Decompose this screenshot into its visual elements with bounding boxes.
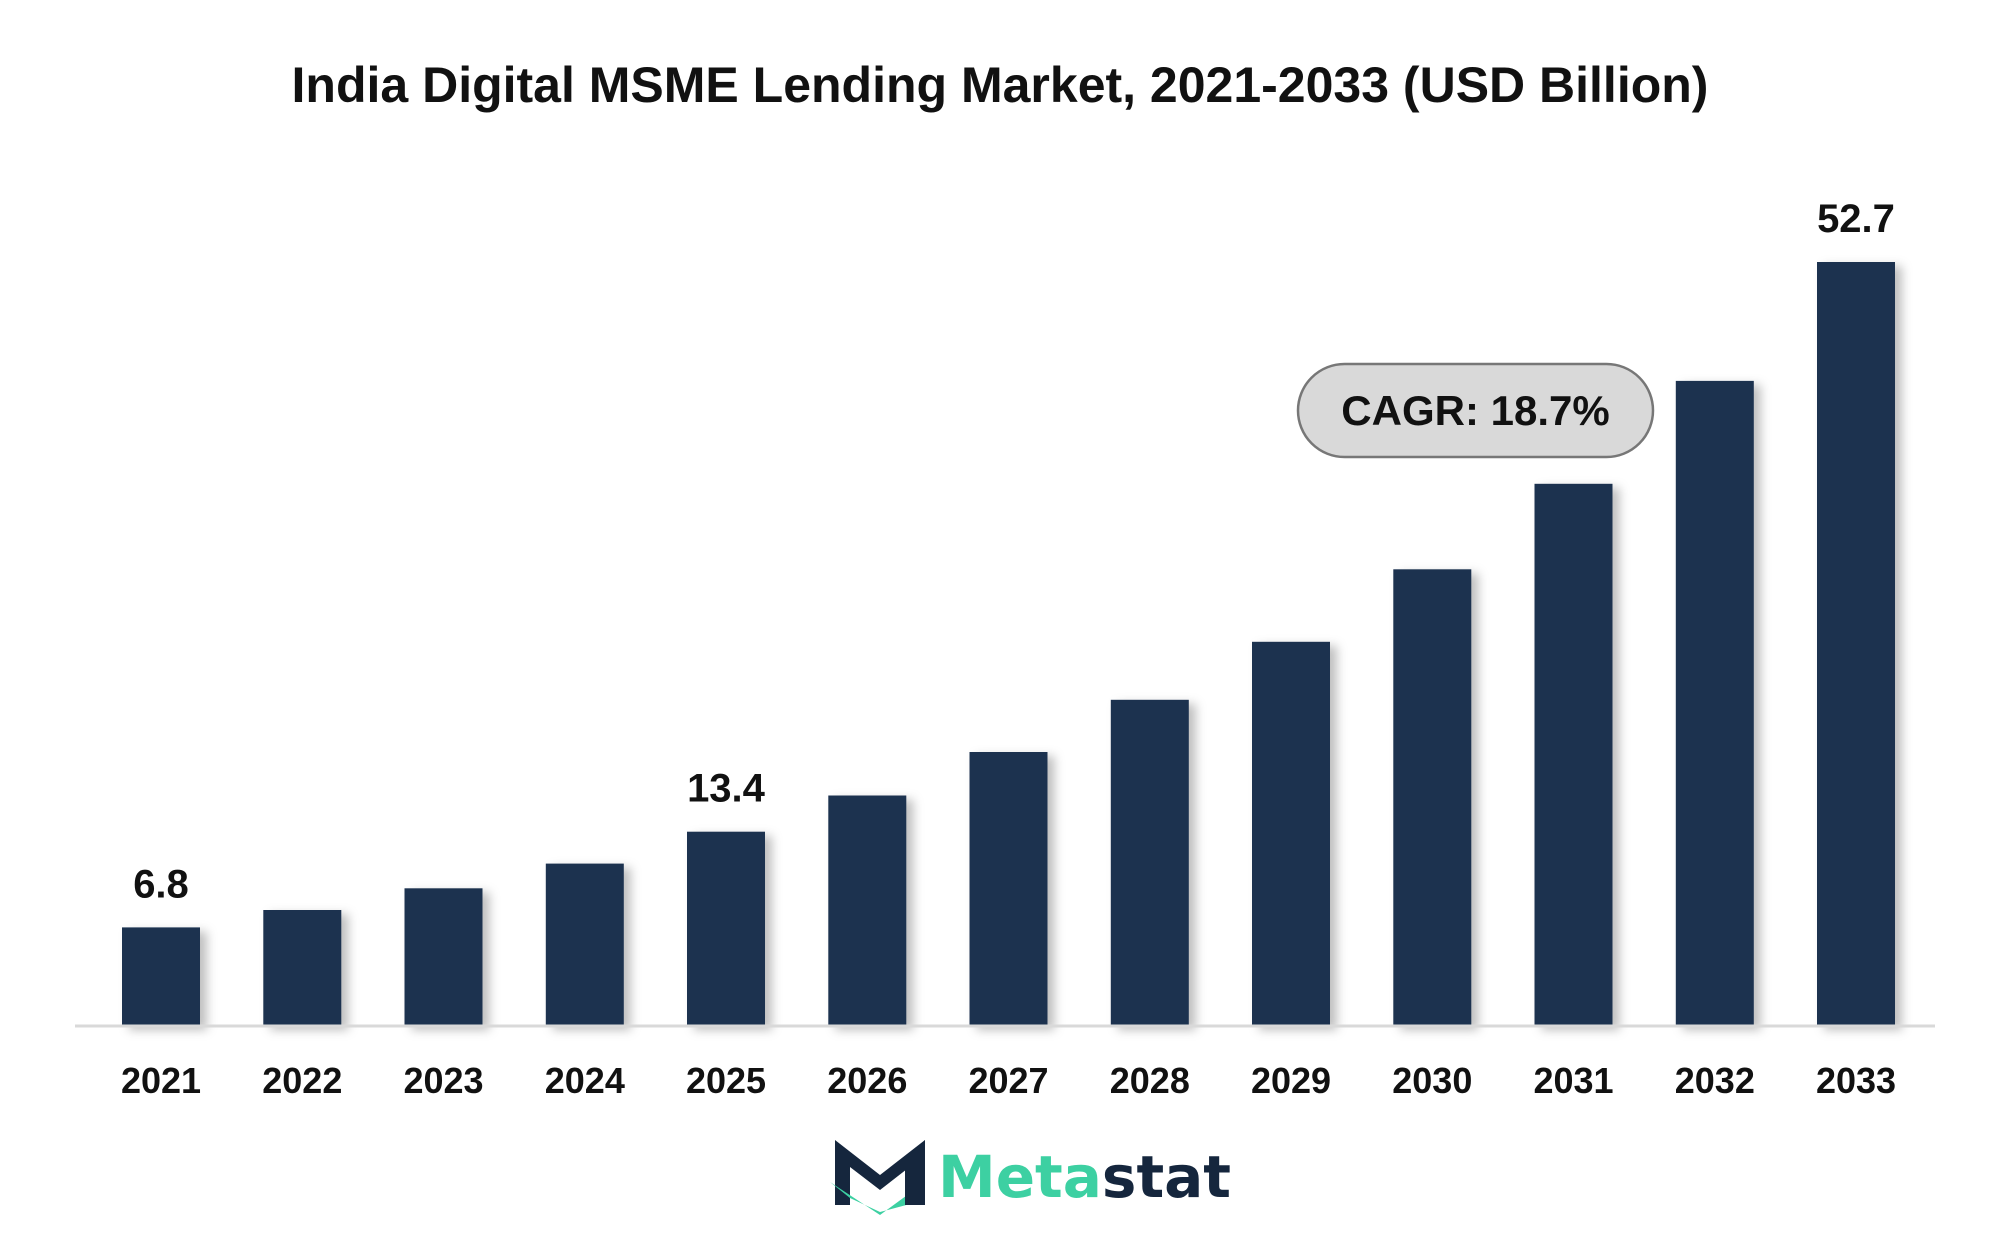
- x-tick-label-2025: 2025: [686, 1060, 766, 1101]
- bar-2023: [404, 888, 483, 1026]
- bars-layer: [122, 262, 1895, 1026]
- x-tick-label-2023: 2023: [403, 1060, 483, 1101]
- x-tick-labels: 2021 2022 2023 2024 2025 2026 2027 2028 2029 2030…: [121, 1060, 1896, 1101]
- x-tick-label-2027: 2027: [968, 1060, 1048, 1101]
- bar-2024: [545, 863, 624, 1026]
- x-tick-label-2022: 2022: [262, 1060, 342, 1101]
- bar-2033: [1817, 262, 1895, 1026]
- bar-2021: [122, 927, 200, 1026]
- x-tick-label-2029: 2029: [1251, 1060, 1331, 1101]
- bar-2025: [687, 831, 765, 1026]
- metastat-logo: Metastat: [830, 1140, 1231, 1215]
- cagr-badge: CAGR: 18.7%: [1296, 362, 1655, 459]
- bar-2031: [1534, 483, 1613, 1026]
- logo-text-meta: Meta: [938, 1143, 1102, 1211]
- bar-2029: [1252, 641, 1330, 1026]
- x-tick-label-2030: 2030: [1392, 1060, 1472, 1101]
- bar-2026: [828, 795, 907, 1026]
- logo-text-stat: stat: [1102, 1143, 1231, 1211]
- value-label-2025: 13.4: [687, 767, 766, 811]
- bar-2027: [969, 752, 1048, 1026]
- x-tick-label-2031: 2031: [1533, 1060, 1613, 1101]
- value-label-2021: 6.8: [133, 862, 189, 906]
- bar-2028: [1110, 699, 1189, 1026]
- value-label-2033: 52.7: [1817, 197, 1895, 241]
- x-tick-label-2021: 2021: [121, 1060, 201, 1101]
- x-tick-label-2028: 2028: [1110, 1060, 1190, 1101]
- bar-2022: [263, 910, 342, 1026]
- chart-title: India Digital MSME Lending Market, 2021-…: [292, 57, 1709, 113]
- bar-2032: [1675, 380, 1754, 1026]
- cagr-label: CAGR: 18.7%: [1341, 387, 1609, 434]
- x-tick-label-2033: 2033: [1816, 1060, 1896, 1101]
- x-tick-label-2026: 2026: [827, 1060, 907, 1101]
- metastat-logo-text: Metastat: [938, 1143, 1231, 1211]
- cagr-badge-background: [1296, 362, 1655, 459]
- x-tick-label-2024: 2024: [545, 1060, 625, 1101]
- metastat-logo-mark-icon: [830, 1140, 925, 1215]
- bar-2030: [1393, 569, 1472, 1026]
- value-labels: 6.8 13.4 52.7: [133, 197, 1895, 906]
- x-tick-label-2032: 2032: [1675, 1060, 1755, 1101]
